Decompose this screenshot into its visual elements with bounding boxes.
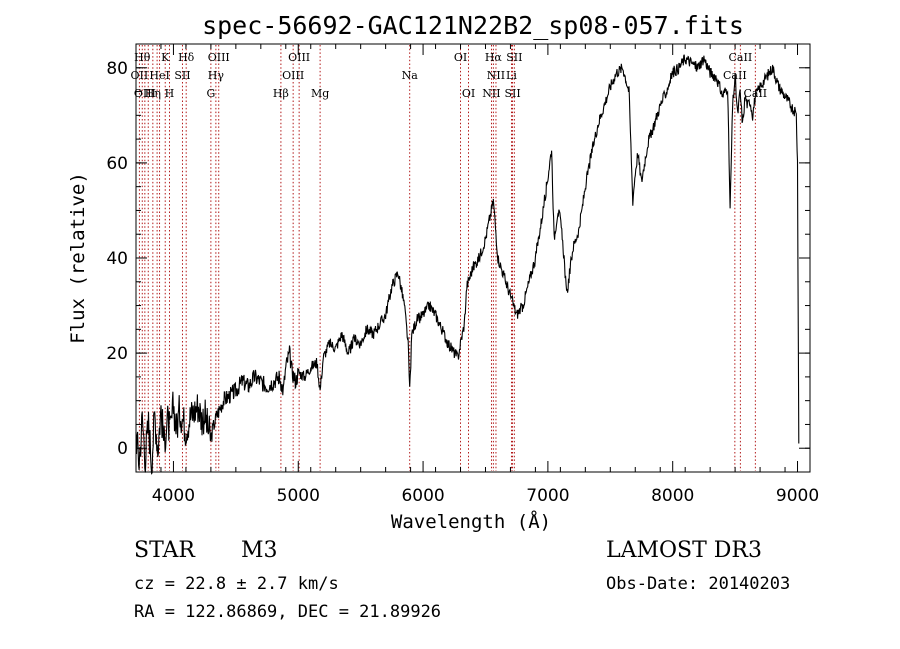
- line-label: Hγ: [208, 69, 225, 82]
- velocity-readout: cz = 22.8 ± 2.7 km/s: [134, 574, 339, 594]
- line-label: SII: [174, 69, 190, 82]
- line-label: OI: [454, 51, 467, 64]
- observation-date: Obs-Date: 20140203: [606, 574, 791, 594]
- line-label: CaII: [729, 51, 753, 64]
- plot-frame: [135, 43, 811, 473]
- line-label: OIII: [134, 87, 156, 100]
- x-tick-label: 7000: [526, 486, 569, 506]
- y-axis-label: Flux (relative): [67, 172, 89, 344]
- line-label: SII: [506, 51, 522, 64]
- line-label: Na: [402, 69, 419, 82]
- x-axis-label: Wavelength (Å): [391, 510, 551, 533]
- y-tick-label: 40: [106, 249, 128, 269]
- line-label: NII: [482, 87, 500, 100]
- line-label: OI: [462, 87, 475, 100]
- line-label: H: [165, 87, 175, 100]
- line-label: Li: [506, 69, 517, 82]
- line-label: Hη: [145, 87, 161, 100]
- y-tick-label: 80: [106, 59, 128, 79]
- spectral-subclass: M3: [241, 538, 278, 563]
- line-label: NII: [487, 69, 505, 82]
- line-label: SII: [504, 87, 520, 100]
- line-label: OIII: [208, 51, 230, 64]
- x-tick-label: 8000: [651, 486, 694, 506]
- line-label: OIII: [288, 51, 310, 64]
- line-label: Hα: [485, 51, 503, 64]
- line-label: OIII: [282, 69, 304, 82]
- spectral-line-markers: [138, 45, 756, 471]
- object-class: STAR: [134, 538, 195, 563]
- y-tick-label: 60: [106, 154, 128, 174]
- line-label: K: [161, 51, 170, 64]
- x-tick-label: 6000: [401, 486, 444, 506]
- line-label: G: [206, 87, 215, 100]
- x-axis-ticks: 4000 5000 6000 7000 8000 9000: [135, 44, 819, 506]
- line-label: OII: [131, 69, 149, 82]
- coordinates-readout: RA = 122.86869, DEC = 21.89926: [134, 602, 442, 622]
- line-label: HeI: [149, 69, 169, 82]
- survey-name: LAMOST DR3: [606, 538, 762, 563]
- flux-series-line: [135, 54, 800, 475]
- x-tick-label: 9000: [776, 486, 819, 506]
- x-tick-label: 5000: [277, 486, 320, 506]
- line-label: Hθ: [134, 51, 151, 64]
- y-tick-label: 20: [106, 344, 128, 364]
- line-label: Hβ: [273, 87, 289, 100]
- y-tick-label: 0: [117, 439, 128, 459]
- chart-title: spec-56692-GAC121N22B2_sp08-057.fits: [202, 11, 744, 40]
- line-label: Hδ: [178, 51, 195, 64]
- line-label: Mg: [311, 87, 329, 100]
- x-tick-label: 4000: [152, 486, 195, 506]
- y-axis-ticks: 0 20 40 60 80: [106, 43, 810, 473]
